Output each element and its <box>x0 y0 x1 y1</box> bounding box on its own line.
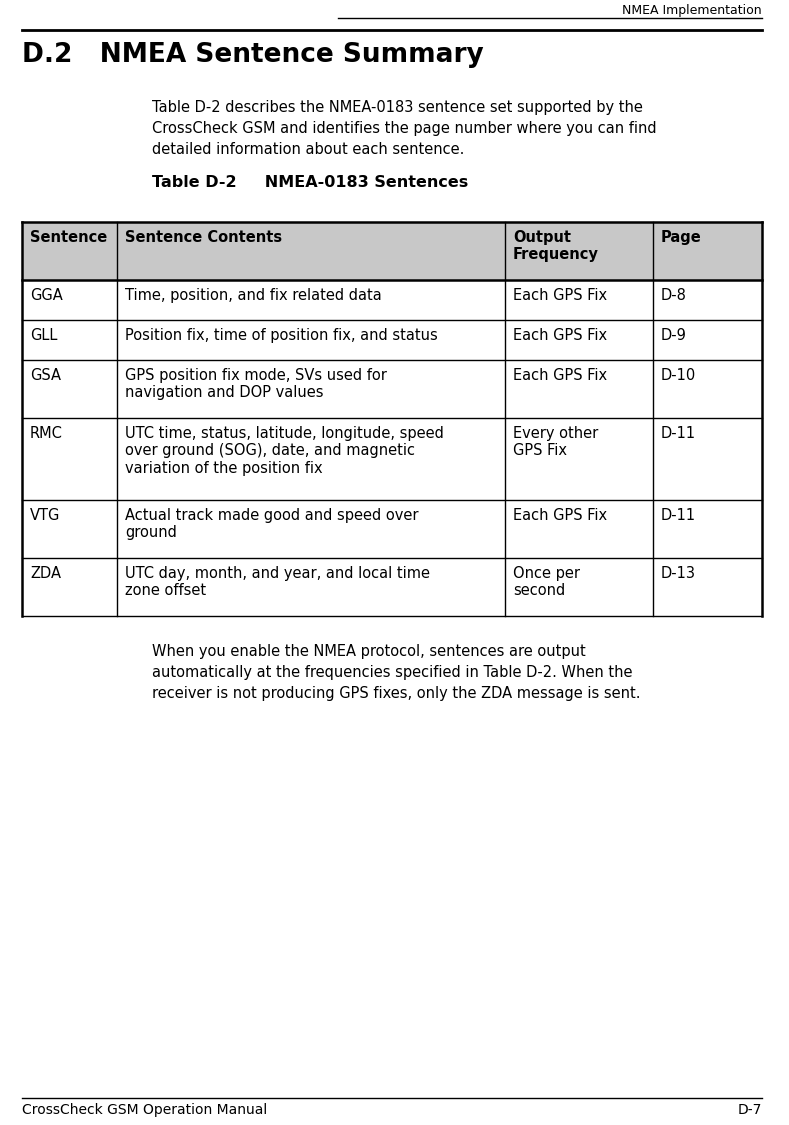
Text: D-10: D-10 <box>661 368 696 382</box>
Text: Once per
second: Once per second <box>513 566 580 598</box>
Text: D-7: D-7 <box>738 1102 762 1117</box>
Text: detailed information about each sentence.: detailed information about each sentence… <box>152 142 465 158</box>
Bar <box>22 222 762 280</box>
Text: When you enable the NMEA protocol, sentences are output: When you enable the NMEA protocol, sente… <box>152 644 585 659</box>
Text: GSA: GSA <box>30 368 61 382</box>
Text: CrossCheck GSM and identifies the page number where you can find: CrossCheck GSM and identifies the page n… <box>152 122 656 136</box>
Text: GLL: GLL <box>30 328 58 343</box>
Text: D-8: D-8 <box>661 288 687 303</box>
Text: RMC: RMC <box>30 426 63 441</box>
Text: Output
Frequency: Output Frequency <box>513 229 599 262</box>
Text: CrossCheck GSM Operation Manual: CrossCheck GSM Operation Manual <box>22 1102 267 1117</box>
Text: Each GPS Fix: Each GPS Fix <box>513 328 607 343</box>
Text: GPS position fix mode, SVs used for
navigation and DOP values: GPS position fix mode, SVs used for navi… <box>125 368 387 400</box>
Text: D-11: D-11 <box>661 426 696 441</box>
Text: Table D-2 describes the NMEA-0183 sentence set supported by the: Table D-2 describes the NMEA-0183 senten… <box>152 100 643 115</box>
Text: Sentence: Sentence <box>30 229 107 245</box>
Text: VTG: VTG <box>30 508 61 523</box>
Text: Position fix, time of position fix, and status: Position fix, time of position fix, and … <box>125 328 438 343</box>
Text: UTC time, status, latitude, longitude, speed
over ground (SOG), date, and magnet: UTC time, status, latitude, longitude, s… <box>125 426 444 476</box>
Text: ZDA: ZDA <box>30 566 61 580</box>
Text: Table D-2     NMEA-0183 Sentences: Table D-2 NMEA-0183 Sentences <box>152 176 468 190</box>
Text: NMEA Implementation: NMEA Implementation <box>623 4 762 17</box>
Text: D-11: D-11 <box>661 508 696 523</box>
Text: UTC day, month, and year, and local time
zone offset: UTC day, month, and year, and local time… <box>125 566 430 598</box>
Text: automatically at the frequencies specified in Table D-2. When the: automatically at the frequencies specifi… <box>152 665 633 680</box>
Text: D-9: D-9 <box>661 328 687 343</box>
Text: GGA: GGA <box>30 288 63 303</box>
Text: Every other
GPS Fix: Every other GPS Fix <box>513 426 598 458</box>
Text: Each GPS Fix: Each GPS Fix <box>513 368 607 382</box>
Text: Each GPS Fix: Each GPS Fix <box>513 288 607 303</box>
Text: Page: Page <box>661 229 701 245</box>
Text: D-13: D-13 <box>661 566 696 580</box>
Text: Actual track made good and speed over
ground: Actual track made good and speed over gr… <box>125 508 418 540</box>
Text: Sentence Contents: Sentence Contents <box>125 229 282 245</box>
Text: receiver is not producing GPS fixes, only the ZDA message is sent.: receiver is not producing GPS fixes, onl… <box>152 686 641 701</box>
Text: Time, position, and fix related data: Time, position, and fix related data <box>125 288 382 303</box>
Text: D.2   NMEA Sentence Summary: D.2 NMEA Sentence Summary <box>22 42 484 68</box>
Text: Each GPS Fix: Each GPS Fix <box>513 508 607 523</box>
